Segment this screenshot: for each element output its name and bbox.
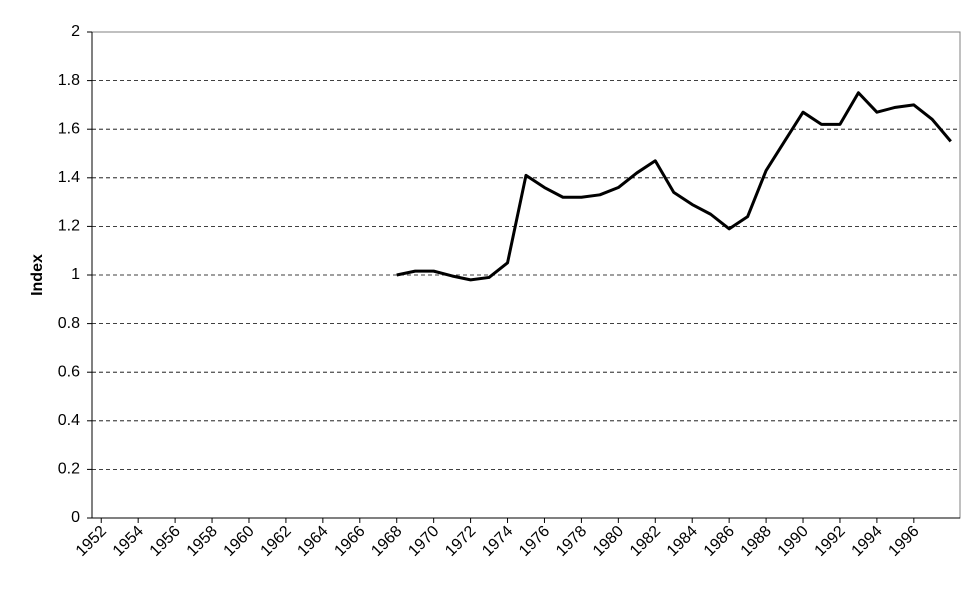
x-tick-label: 1978	[553, 523, 590, 560]
x-tick-label: 1972	[442, 523, 479, 560]
x-tick-label: 1962	[258, 523, 295, 560]
x-tick-label: 1958	[184, 523, 221, 560]
x-tick-label: 1976	[516, 523, 553, 560]
data-line	[396, 91, 952, 282]
y-tick-label: 1.8	[58, 72, 80, 89]
y-tick-label: 1	[71, 266, 80, 283]
y-tick-label: 0.6	[58, 363, 80, 380]
y-tick-label: 0.4	[58, 412, 80, 429]
x-tick-label: 1956	[147, 523, 184, 560]
y-tick-label: 0.2	[58, 461, 80, 478]
y-tick-label: 2	[71, 23, 80, 40]
x-tick-label: 1982	[627, 523, 664, 560]
x-tick-label: 1952	[73, 523, 110, 560]
y-tick-label: 1.2	[58, 218, 80, 235]
x-tick-label: 1984	[664, 523, 701, 560]
x-tick-label: 1980	[590, 523, 627, 560]
y-axis-title: Index	[29, 254, 46, 296]
x-tick-label: 1954	[110, 523, 147, 560]
x-tick-label: 1968	[368, 523, 405, 560]
x-tick-label: 1994	[849, 523, 886, 560]
y-tick-label: 1.6	[58, 120, 80, 137]
x-tick-label: 1992	[812, 523, 849, 560]
x-tick-label: 1970	[405, 523, 442, 560]
x-tick-label: 1996	[885, 523, 922, 560]
x-tick-label: 1966	[331, 523, 368, 560]
x-tick-label: 1974	[479, 523, 516, 560]
y-tick-label: 0	[71, 509, 80, 526]
y-tick-label: 0.8	[58, 315, 80, 332]
x-tick-label: 1988	[738, 523, 775, 560]
x-tick-label: 1960	[221, 523, 258, 560]
x-tick-label: 1986	[701, 523, 738, 560]
y-tick-label: 1.4	[58, 169, 80, 186]
x-tick-label: 1964	[294, 523, 331, 560]
x-tick-label: 1990	[775, 523, 812, 560]
